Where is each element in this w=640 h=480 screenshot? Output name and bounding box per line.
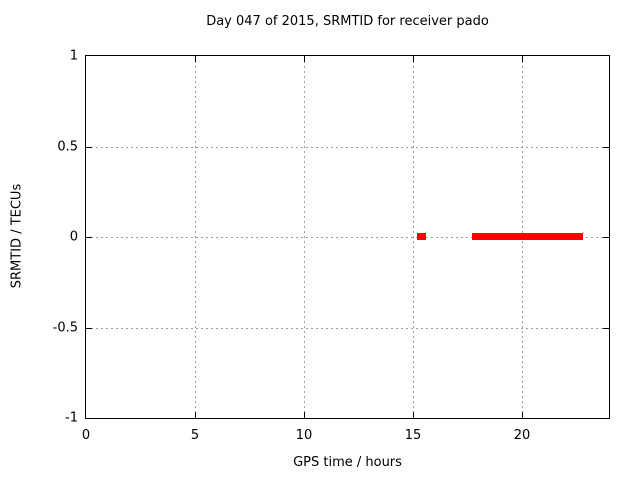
x-tick-mark (413, 412, 414, 418)
x-tick-mark (195, 412, 196, 418)
x-tick-label: 5 (190, 428, 200, 443)
x-tick-mark-mirror (195, 56, 196, 62)
x-tick-label: 0 (81, 428, 91, 443)
data-point-run (417, 233, 426, 240)
y-gridline (86, 237, 609, 238)
x-tick-mark-mirror (522, 56, 523, 62)
x-tick-label: 20 (513, 428, 531, 443)
x-tick-mark-mirror (304, 56, 305, 62)
y-tick-mark (86, 147, 92, 148)
data-point-run (472, 233, 583, 240)
y-gridline (86, 147, 609, 148)
y-tick-mark-mirror (603, 147, 609, 148)
x-tick-label: 10 (295, 428, 313, 443)
y-tick-mark-mirror (603, 237, 609, 238)
y-tick-label: 0 (69, 229, 78, 245)
x-axis-title: GPS time / hours (293, 455, 402, 470)
x-tick-mark (304, 412, 305, 418)
x-tick-mark (522, 412, 523, 418)
x-tick-mark-mirror (413, 56, 414, 62)
y-axis-title: SRMTID / TECUs (9, 183, 25, 289)
y-tick-mark (86, 328, 92, 329)
y-tick-label: 1 (69, 48, 78, 64)
chart-title: Day 047 of 2015, SRMTID for receiver pad… (206, 14, 489, 29)
y-tick-mark (86, 237, 92, 238)
plot-area (85, 55, 610, 419)
y-tick-label: -1 (65, 410, 78, 426)
y-tick-label: 0.5 (57, 139, 78, 155)
y-tick-mark-mirror (603, 328, 609, 329)
x-tick-label: 15 (404, 428, 422, 443)
y-tick-label: -0.5 (52, 320, 78, 336)
y-gridline (86, 328, 609, 329)
